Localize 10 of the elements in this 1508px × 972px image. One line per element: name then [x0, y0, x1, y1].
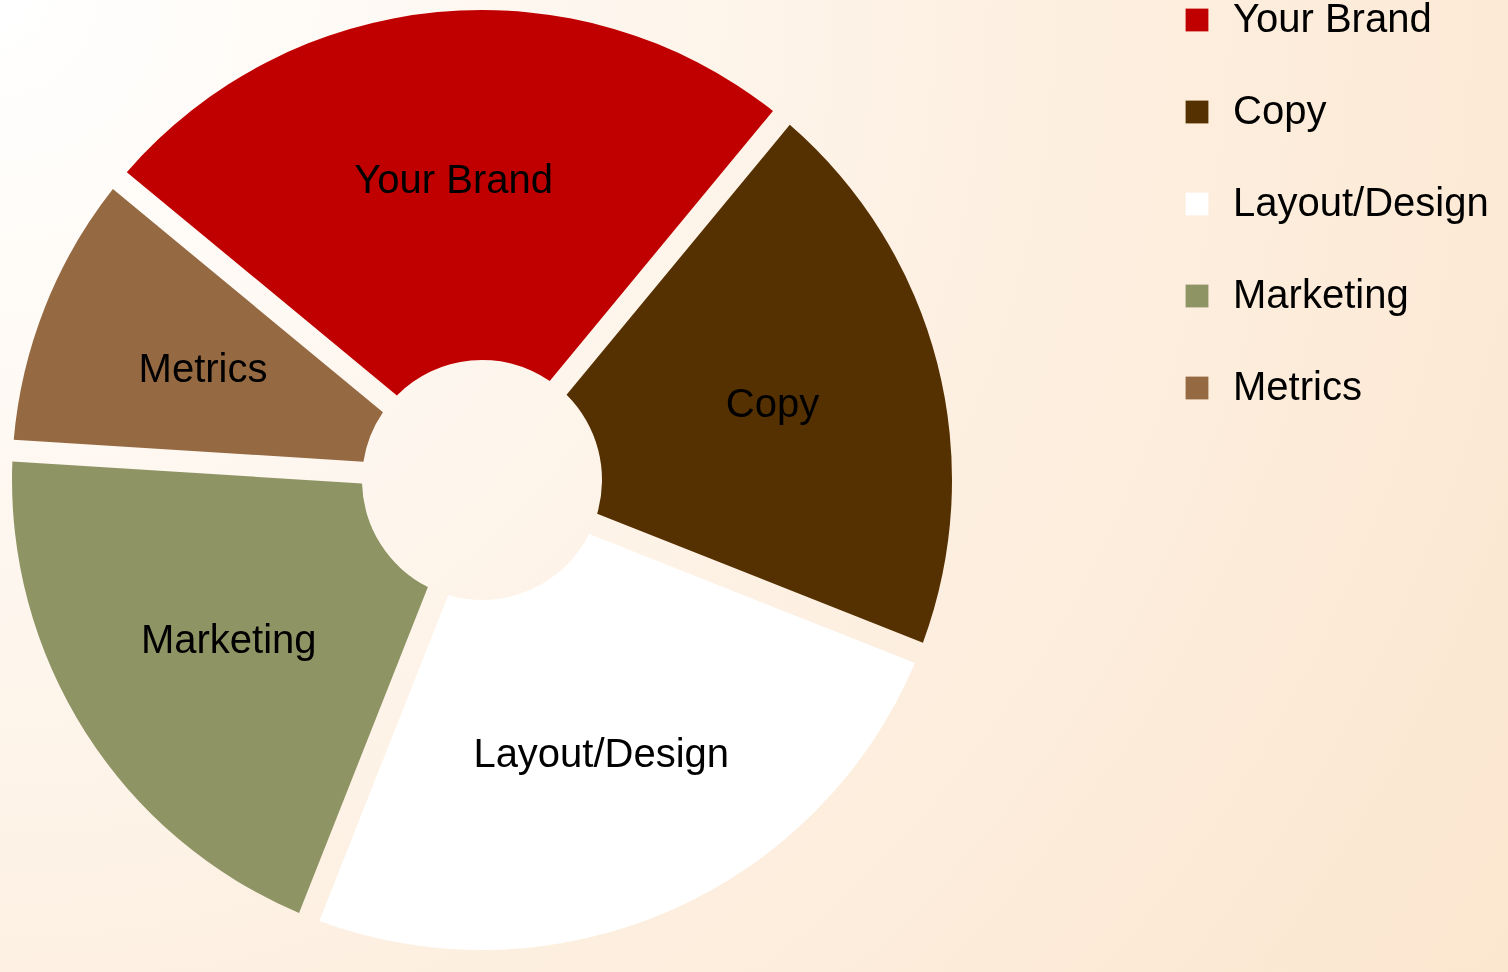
legend-label: Layout/Design	[1233, 180, 1489, 224]
slice-label: Layout/Design	[473, 731, 730, 776]
slice-label: Metrics	[138, 345, 268, 390]
slice-label: Marketing	[140, 616, 317, 661]
legend-label: Your Brand	[1233, 0, 1432, 40]
legend-label: Copy	[1233, 88, 1327, 132]
legend-label: Metrics	[1233, 364, 1362, 408]
legend-label: Marketing	[1233, 272, 1409, 316]
slice-label: Copy	[725, 381, 820, 426]
slice-label: Your Brand	[354, 157, 553, 202]
